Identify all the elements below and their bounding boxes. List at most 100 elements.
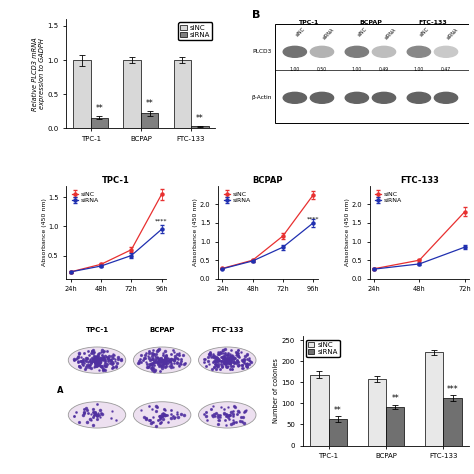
Point — [224, 355, 232, 362]
Point — [139, 356, 147, 364]
Point — [91, 408, 99, 416]
Point — [163, 359, 170, 367]
Point — [82, 357, 90, 365]
Point — [96, 413, 103, 420]
Point — [157, 413, 164, 420]
Point — [160, 351, 167, 358]
Point — [179, 351, 187, 359]
Point — [228, 358, 236, 366]
Point — [155, 357, 163, 365]
Point — [94, 355, 102, 362]
Text: **: ** — [391, 394, 399, 403]
Point — [159, 409, 166, 417]
Point — [91, 410, 99, 418]
Point — [231, 354, 239, 361]
Point — [112, 363, 119, 370]
Point — [99, 356, 107, 363]
Point — [154, 358, 162, 365]
Point — [157, 354, 164, 362]
Point — [228, 354, 236, 362]
Point — [212, 362, 219, 369]
Point — [224, 356, 231, 364]
Point — [157, 357, 165, 365]
Point — [145, 402, 153, 410]
Point — [96, 359, 103, 367]
Point — [71, 356, 78, 364]
Point — [210, 352, 218, 359]
Point — [210, 412, 217, 419]
Point — [91, 358, 99, 366]
Point — [90, 411, 98, 419]
Text: **: ** — [334, 406, 342, 415]
Point — [223, 411, 231, 419]
Point — [167, 364, 175, 371]
Point — [240, 359, 248, 366]
Point — [161, 405, 168, 413]
Point — [94, 356, 102, 364]
Point — [175, 349, 183, 357]
Point — [97, 356, 104, 364]
Point — [72, 408, 80, 416]
Text: 1.00: 1.00 — [414, 67, 424, 72]
Point — [108, 365, 115, 372]
Point — [227, 354, 234, 362]
Point — [242, 360, 250, 368]
Point — [246, 355, 253, 362]
Bar — [91, 118, 108, 128]
Point — [173, 354, 181, 362]
Point — [177, 356, 185, 363]
Point — [164, 411, 171, 419]
Ellipse shape — [407, 92, 430, 103]
Point — [167, 356, 174, 364]
Point — [160, 357, 167, 365]
Point — [78, 353, 85, 361]
Point — [149, 346, 157, 354]
Point — [214, 356, 222, 364]
Point — [222, 354, 229, 362]
Point — [227, 357, 234, 365]
Point — [227, 362, 235, 370]
Point — [218, 363, 225, 371]
Point — [213, 361, 220, 369]
Point — [150, 361, 158, 369]
Point — [215, 356, 222, 364]
Point — [146, 356, 154, 364]
Point — [243, 360, 250, 368]
Ellipse shape — [68, 347, 126, 373]
Point — [205, 350, 213, 357]
Text: ****: **** — [155, 219, 168, 224]
Point — [107, 356, 114, 364]
Y-axis label: Absorbance (450 nm): Absorbance (450 nm) — [345, 198, 350, 266]
Point — [94, 360, 101, 367]
Point — [90, 346, 97, 354]
Point — [213, 362, 221, 370]
Point — [229, 356, 237, 364]
Point — [76, 364, 83, 371]
Point — [92, 356, 100, 363]
Point — [219, 358, 227, 365]
Point — [224, 357, 231, 365]
Bar — [310, 375, 328, 446]
Point — [232, 419, 239, 426]
Point — [137, 407, 144, 414]
Point — [224, 355, 232, 362]
Point — [89, 409, 96, 416]
Point — [102, 362, 109, 370]
Point — [167, 356, 174, 363]
Point — [158, 357, 165, 365]
Point — [158, 356, 166, 364]
Point — [228, 408, 235, 416]
Point — [164, 355, 172, 362]
Point — [94, 350, 101, 357]
Text: BCPAP: BCPAP — [359, 20, 382, 25]
Point — [235, 408, 243, 416]
Point — [216, 413, 224, 421]
Point — [225, 352, 232, 359]
Point — [225, 354, 233, 362]
Point — [149, 359, 156, 366]
Point — [221, 357, 229, 365]
Point — [159, 356, 167, 364]
Point — [156, 356, 164, 364]
Point — [221, 360, 228, 367]
Point — [219, 346, 227, 354]
